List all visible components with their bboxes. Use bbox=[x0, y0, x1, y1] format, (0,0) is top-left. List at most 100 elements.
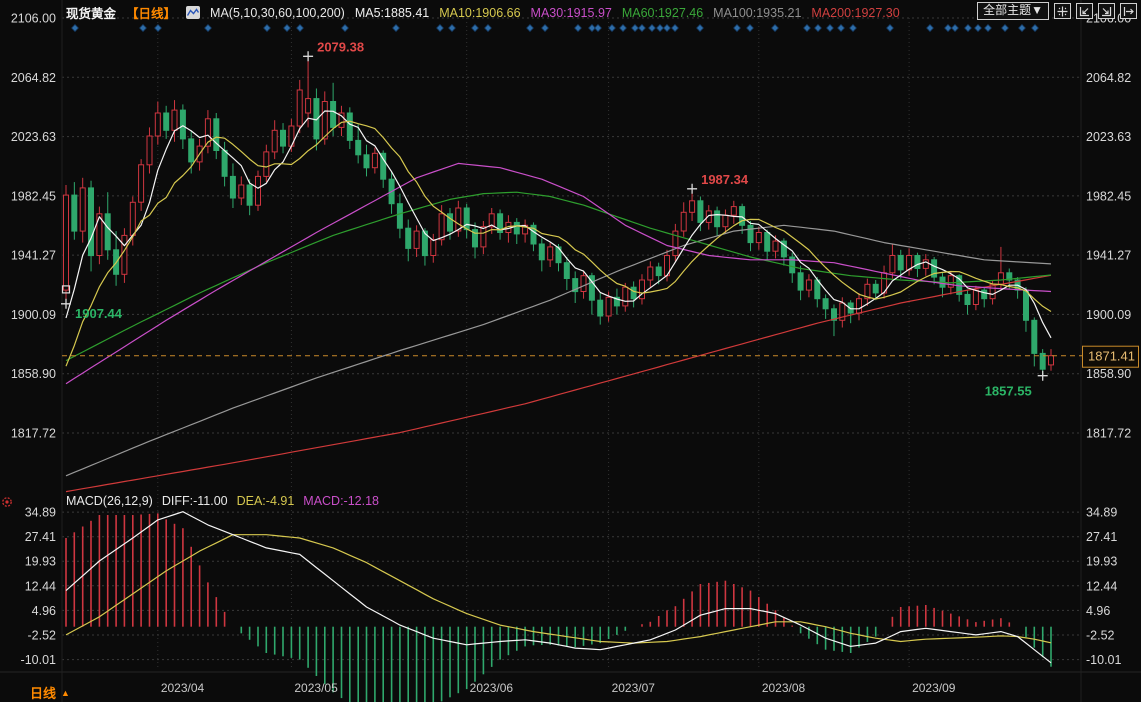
candle bbox=[730, 206, 737, 216]
macd-tick-right: 27.41 bbox=[1086, 530, 1117, 544]
candle bbox=[931, 259, 938, 278]
indicator-collapse-icon[interactable] bbox=[1, 495, 13, 513]
candle bbox=[747, 224, 754, 244]
candle bbox=[605, 296, 612, 317]
event-diamond-icon bbox=[849, 23, 857, 33]
candle bbox=[630, 286, 637, 300]
candle bbox=[647, 266, 654, 281]
candle bbox=[463, 207, 470, 231]
macd-tick-right: -2.52 bbox=[1086, 628, 1115, 642]
macd-dea-value: DEA:-4.91 bbox=[236, 494, 295, 508]
candle bbox=[280, 129, 286, 147]
period-tag: 【日线】 bbox=[126, 7, 177, 21]
ma-value-1: MA10:1906.66 bbox=[439, 5, 521, 20]
event-diamond-icon bbox=[1001, 23, 1009, 33]
candle bbox=[213, 118, 220, 152]
event-diamond-icon bbox=[526, 23, 534, 33]
extreme-price-label: 1857.55 bbox=[985, 384, 1032, 399]
candle bbox=[864, 283, 871, 300]
candle bbox=[639, 279, 645, 300]
anchor-right-icon[interactable] bbox=[1098, 3, 1115, 19]
price-tick-right: 1858.90 bbox=[1086, 367, 1131, 381]
macd-layer bbox=[65, 511, 1052, 702]
event-diamond-icon bbox=[139, 23, 147, 33]
candle bbox=[246, 184, 253, 206]
price-tick-left: 1982.45 bbox=[11, 189, 56, 203]
candle bbox=[780, 240, 787, 258]
date-tick-label: 2023/09 bbox=[912, 681, 956, 695]
event-diamond-icon bbox=[663, 23, 671, 33]
candle bbox=[547, 246, 554, 261]
candle bbox=[380, 152, 387, 180]
candle bbox=[480, 226, 487, 248]
price-tick-right: 1900.09 bbox=[1086, 308, 1131, 322]
candle bbox=[313, 98, 320, 140]
macd-tick-right: 19.93 bbox=[1086, 555, 1117, 569]
candle bbox=[338, 112, 345, 128]
event-diamond-icon bbox=[296, 23, 304, 33]
candle bbox=[497, 213, 504, 234]
candle bbox=[538, 243, 545, 261]
candle bbox=[739, 206, 746, 226]
event-diamond-icon bbox=[588, 23, 596, 33]
event-diamond-icon bbox=[204, 23, 212, 33]
candle bbox=[1048, 355, 1054, 366]
candle bbox=[981, 289, 988, 300]
candle bbox=[472, 229, 478, 248]
event-diamond-icon bbox=[283, 23, 291, 33]
all-themes-dropdown[interactable]: 全部主题▼ bbox=[977, 2, 1049, 20]
event-diamond-icon bbox=[803, 23, 811, 33]
date-tick-label: 2023/06 bbox=[470, 681, 514, 695]
candle bbox=[613, 296, 620, 307]
candle bbox=[430, 239, 437, 256]
ma-settings-label: MA(5,10,30,60,100,200) bbox=[210, 5, 345, 20]
macd-tick-right: 34.89 bbox=[1086, 506, 1117, 520]
candle bbox=[129, 201, 136, 236]
event-diamond-icon bbox=[608, 23, 616, 33]
candle bbox=[138, 164, 145, 203]
candle bbox=[321, 101, 328, 140]
price-tick-right: 2023.63 bbox=[1086, 130, 1131, 144]
event-diamond-icon bbox=[619, 23, 627, 33]
event-diamond-icon bbox=[448, 23, 456, 33]
shift-right-icon[interactable] bbox=[1120, 3, 1137, 19]
ma-value-2: MA30:1915.97 bbox=[530, 5, 612, 20]
macd-legend: MACD(26,12,9) DIFF:-11.00 DEA:-4.91 MACD… bbox=[66, 494, 379, 508]
candle bbox=[263, 151, 270, 177]
event-diamond-icon bbox=[574, 23, 582, 33]
candle bbox=[421, 230, 428, 257]
candle bbox=[697, 200, 704, 223]
candle bbox=[822, 298, 829, 310]
candle bbox=[555, 246, 562, 264]
pan-move-icon[interactable] bbox=[1054, 3, 1071, 19]
event-diamond-icon bbox=[746, 23, 754, 33]
candle bbox=[972, 289, 979, 306]
extreme-price-label: 1987.34 bbox=[701, 172, 749, 187]
event-diamond-icon bbox=[984, 23, 992, 33]
price-tick-right: 1817.72 bbox=[1086, 427, 1131, 441]
price-tick-right: 2064.82 bbox=[1086, 71, 1131, 85]
timeframe-status[interactable]: 日线 ▲ bbox=[30, 683, 70, 702]
price-tick-right: 1982.45 bbox=[1086, 189, 1131, 203]
candle bbox=[396, 203, 403, 229]
candle bbox=[188, 138, 195, 163]
anchor-left-icon[interactable] bbox=[1076, 3, 1093, 19]
candle bbox=[530, 224, 537, 245]
event-diamond-icon bbox=[886, 23, 894, 33]
price-tick-left: 2023.63 bbox=[11, 130, 56, 144]
candle bbox=[355, 139, 362, 156]
event-diamond-icon bbox=[733, 23, 741, 33]
candle bbox=[705, 210, 712, 223]
candle bbox=[622, 286, 629, 307]
ma-value-3: MA60:1927.46 bbox=[621, 5, 704, 20]
candle bbox=[897, 255, 904, 271]
ma-values: MA5:1885.41 MA10:1906.66 MA30:1915.97 MA60:… bbox=[355, 6, 910, 20]
ma-value-5: MA200:1927.30 bbox=[811, 5, 900, 20]
macd-tick-left: 27.41 bbox=[25, 530, 56, 544]
line-chart-icon[interactable] bbox=[186, 6, 201, 19]
candle bbox=[1031, 319, 1038, 354]
date-tick-label: 2023/08 bbox=[762, 681, 806, 695]
candle bbox=[255, 175, 261, 206]
